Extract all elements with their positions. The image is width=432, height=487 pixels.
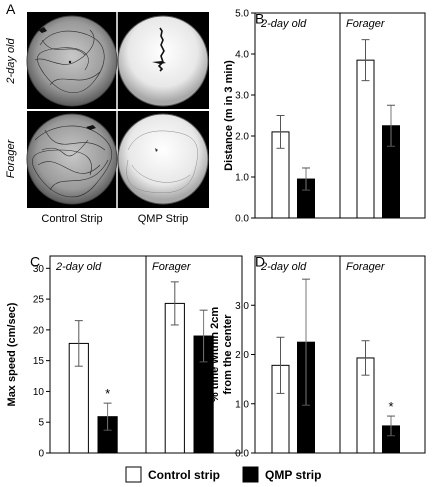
- legend-swatch-qmp: [242, 466, 259, 483]
- panel-b-ytick-label: 5.0: [235, 9, 249, 20]
- panel-c-bar: [164, 302, 185, 454]
- panel-c-ytick-label: 5: [38, 418, 44, 429]
- panel-b-ytick-label: 1.0: [235, 173, 249, 184]
- dish-2day-control: [26, 15, 118, 107]
- panel-d-ytick-label: 0.0: [235, 449, 249, 460]
- panel-d-ytick-label: 3.0: [235, 301, 249, 312]
- panel-c-group-label: Forager: [152, 261, 192, 273]
- col-label-control: Control Strip: [41, 213, 102, 225]
- panel-b-bar: [356, 59, 375, 219]
- panel-d-ytick-label: 2.0: [235, 350, 249, 361]
- panel-c-ytick-label: 25: [33, 295, 45, 306]
- panel-b-ytick-label: 2.0: [235, 132, 249, 143]
- dish-forager-qmp: [117, 113, 209, 205]
- panel-c-ytick-label: 15: [33, 356, 45, 367]
- row-label-2day: 2-day old: [5, 37, 17, 84]
- row-label-forager: Forager: [5, 138, 17, 178]
- legend-label-control: Control strip: [148, 468, 220, 482]
- panel-b-chart: B 0.0 1.0 2.0 3.0 4.0 5.0 Distance (m in 3 min)…: [223, 9, 426, 225]
- panel-b-group-label: Forager: [346, 18, 386, 30]
- panel-c-group-label: 2-day old: [55, 261, 102, 273]
- panel-b-ytick-label: 3.0: [235, 91, 249, 102]
- panel-b-letter: B: [255, 10, 264, 26]
- dish-2day-qmp: [117, 15, 209, 107]
- panel-c-ytick-label: 30: [33, 264, 45, 275]
- panel-c-letter: C: [30, 253, 40, 269]
- panel-d-ytick-label: 1.0: [235, 399, 249, 410]
- legend: Control strip QMP strip: [125, 466, 321, 483]
- panel-c-significance-marker: *: [105, 386, 110, 401]
- panel-c-ytick-label: 10: [33, 387, 45, 398]
- panel-d-ylabel: % time within 2cmfrom the center: [209, 307, 234, 403]
- panel-d-group-label: 2-day old: [260, 261, 307, 273]
- col-label-qmp: QMP Strip: [138, 213, 189, 225]
- panel-b-ylabel: Distance (m in 3 min): [223, 60, 235, 171]
- panel-c-ytick-label: 20: [33, 325, 45, 336]
- panel-b-ytick-label: 4.0: [235, 50, 249, 61]
- dish-forager-control: [26, 113, 118, 205]
- panel-a-letter: A: [6, 1, 16, 17]
- panel-c-ytick-label: 0: [38, 449, 44, 460]
- panel-d-significance-marker: *: [388, 399, 393, 414]
- panel-b-group-label: 2-day old: [260, 18, 307, 30]
- panel-d-group-label: Forager: [346, 261, 386, 273]
- panel-a: A 2-day old Forager: [5, 1, 209, 225]
- panel-c-ylabel: Max speed (cm/sec): [6, 302, 18, 406]
- panel-b-ytick-label: 0.0: [235, 214, 249, 225]
- legend-swatch-control: [125, 466, 142, 483]
- legend-label-qmp: QMP strip: [265, 468, 321, 482]
- panel-c-chart: C 0 5 10 15 20 25 30 Max speed (cm/sec) 2-day old…: [6, 253, 243, 460]
- panel-d-chart: D 0.0 1.0 2.0 3.0% time within 2cmfrom the c…: [209, 253, 426, 460]
- panel-d-letter: D: [255, 253, 265, 269]
